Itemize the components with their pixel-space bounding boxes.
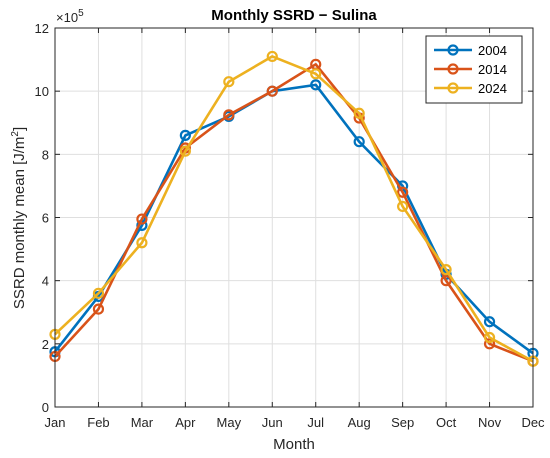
y-tick-label: 10 xyxy=(35,84,49,99)
data-point-2024 xyxy=(483,331,496,344)
y-axis-title-main: SSRD monthly mean [J/m xyxy=(11,137,28,310)
data-point-2014 xyxy=(136,213,148,225)
legend-label-2024: 2024 xyxy=(478,81,507,96)
y-tick-label: 4 xyxy=(42,274,49,289)
chart-title: Monthly SSRD − Sulina xyxy=(211,7,377,24)
legend-marker-2024 xyxy=(447,82,459,94)
y-exponent-power: 5 xyxy=(78,8,84,19)
data-point-2004 xyxy=(483,316,496,328)
data-point-2024 xyxy=(179,145,191,157)
x-tick-label: Jul xyxy=(307,415,324,430)
y-tick-label: 6 xyxy=(42,211,49,226)
y-exponent-base: ×10 xyxy=(56,10,78,25)
data-point-2024 xyxy=(440,264,452,276)
data-point-2014 xyxy=(483,338,496,350)
axes xyxy=(54,27,534,408)
data-point-2024 xyxy=(353,107,365,119)
data-point-2024 xyxy=(223,76,235,88)
data-point-2014 xyxy=(266,85,278,97)
data-point-2004 xyxy=(179,129,191,141)
legend: 2004 2014 2024 xyxy=(425,35,523,104)
data-point-2014 xyxy=(397,186,409,198)
data-point-2004 xyxy=(353,136,365,148)
y-axis-title-superscript: 2 xyxy=(10,131,21,137)
data-point-2024 xyxy=(310,68,322,80)
x-tick-label: Jan xyxy=(45,415,66,430)
series-line-2024 xyxy=(54,55,534,363)
data-point-2024 xyxy=(266,50,278,63)
data-point-2014 xyxy=(440,275,452,287)
data-point-2014 xyxy=(223,109,235,121)
legend-marker-2014 xyxy=(447,63,459,75)
x-tick-label: Oct xyxy=(436,415,457,430)
y-tick-label: 2 xyxy=(42,337,49,352)
x-tick-label: Apr xyxy=(175,415,196,430)
x-tick-label: May xyxy=(217,415,242,430)
x-axis-title: Month xyxy=(273,436,315,453)
data-point-2004 xyxy=(310,79,322,91)
x-tick-label: Dec xyxy=(521,415,545,430)
x-tick-label: Sep xyxy=(391,415,414,430)
x-tick-label: Feb xyxy=(87,415,109,430)
y-exponent-label: ×105 xyxy=(56,8,84,25)
y-tick-label: 8 xyxy=(42,147,49,162)
y-tick-label: 12 xyxy=(35,21,49,36)
tick-labels: 0 2 4 6 8 10 12 Jan Feb Mar Apr May Jun Jul Aug Sep Oct N… xyxy=(35,21,546,430)
x-tick-label: Mar xyxy=(131,415,154,430)
x-tick-label: Nov xyxy=(478,415,502,430)
y-axis-title: SSRD monthly mean [J/m2] xyxy=(10,127,28,309)
legend-marker-2004 xyxy=(447,44,459,56)
series-2014 xyxy=(49,58,539,367)
data-point-2024 xyxy=(92,287,105,299)
y-axis-title-end: ] xyxy=(11,127,28,131)
y-tick-label: 0 xyxy=(42,400,49,415)
series-layer xyxy=(49,50,539,367)
legend-label-2014: 2014 xyxy=(478,62,507,77)
data-point-2024 xyxy=(136,237,148,249)
series-line-2014 xyxy=(54,63,534,363)
legend-label-2004: 2004 xyxy=(478,43,507,58)
x-tick-label: Jun xyxy=(262,415,283,430)
data-point-2024 xyxy=(397,200,409,213)
data-point-2014 xyxy=(92,303,105,315)
x-tick-label: Aug xyxy=(348,415,371,430)
